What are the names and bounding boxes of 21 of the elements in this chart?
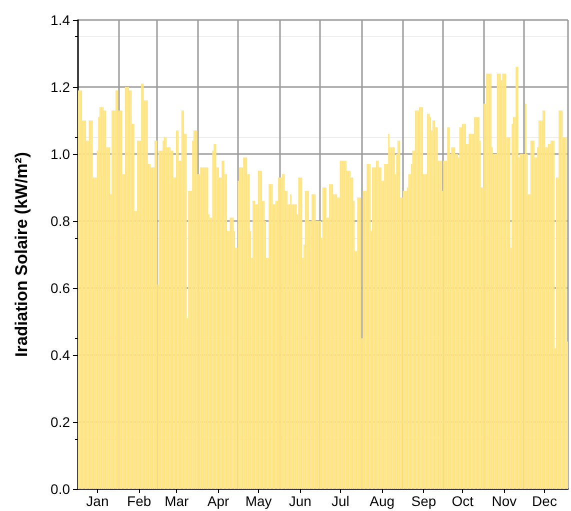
y-tick-label: 1.0 [50, 146, 70, 162]
x-tick-label: Apr [207, 493, 230, 509]
x-tick-label: Nov [492, 493, 517, 509]
x-tick-label: Jun [288, 493, 312, 509]
x-tick-label: Dec [532, 493, 557, 509]
y-tick-label: 0.0 [50, 481, 70, 497]
x-tick-label: Oct [452, 493, 474, 509]
x-tick-label: Mar [164, 493, 190, 509]
y-tick-label: 1.2 [50, 79, 70, 95]
y-tick-label: 0.8 [50, 213, 70, 229]
x-tick-label: Sep [411, 493, 436, 509]
x-tick-label: Aug [370, 493, 395, 509]
y-tick-label: 0.4 [50, 347, 70, 363]
x-tick-label: Jul [332, 493, 350, 509]
x-tick-label: Jan [86, 493, 109, 509]
x-tick-label: May [245, 493, 272, 509]
y-tick-label: 0.6 [50, 280, 70, 296]
y-tick-label: 0.2 [50, 414, 70, 430]
x-tick-label: Feb [127, 493, 152, 509]
y-axis-title: Iradiation Solaire (kW/m²) [12, 152, 31, 357]
y-tick-label: 1.4 [50, 12, 70, 28]
